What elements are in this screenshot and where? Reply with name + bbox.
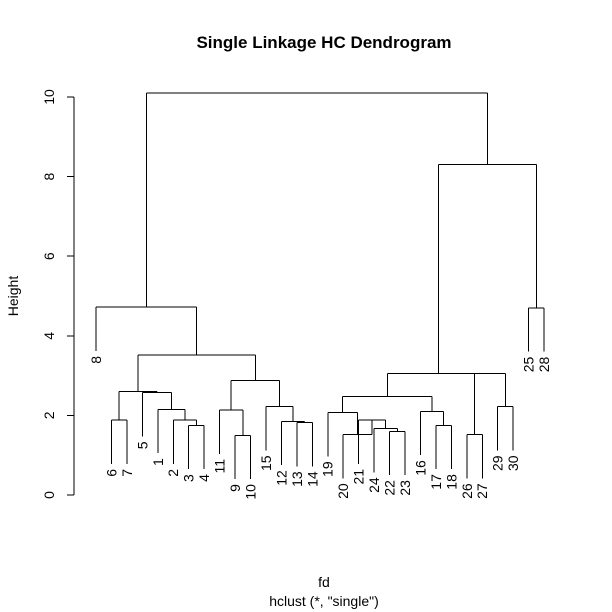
y-tick-label: 2 bbox=[41, 411, 57, 419]
leaf-label: 18 bbox=[443, 474, 459, 490]
leaf-label: 29 bbox=[490, 455, 506, 471]
leaf-label: 7 bbox=[119, 469, 135, 477]
leaf-label: 17 bbox=[428, 474, 444, 490]
x-axis-label: fd bbox=[318, 574, 330, 590]
leaf-label: 22 bbox=[382, 480, 398, 496]
leaf-label: 10 bbox=[243, 484, 259, 500]
y-tick-label: 0 bbox=[41, 491, 57, 499]
leaf-label: 13 bbox=[289, 471, 305, 487]
leaf-label: 9 bbox=[227, 484, 243, 492]
leaf-label: 12 bbox=[273, 470, 289, 486]
chart-title: Single Linkage HC Dendrogram bbox=[196, 33, 451, 52]
y-axis: 0 2 4 6 8 10 bbox=[41, 89, 75, 499]
y-tick-label: 10 bbox=[41, 89, 57, 105]
leaf-label: 5 bbox=[134, 441, 150, 449]
y-tick-label: 6 bbox=[41, 252, 57, 260]
subtitle: hclust (*, "single") bbox=[269, 593, 379, 609]
leaf-label: 15 bbox=[258, 455, 274, 471]
leaf-label: 27 bbox=[474, 483, 490, 499]
leaf-label: 24 bbox=[366, 477, 382, 493]
y-tick-label: 4 bbox=[41, 332, 57, 340]
leaf-label: 2 bbox=[165, 469, 181, 477]
leaf-label: 20 bbox=[335, 483, 351, 499]
dendrogram-tree bbox=[95, 92, 545, 480]
leaf-label: 21 bbox=[351, 469, 367, 485]
leaf-label: 14 bbox=[304, 471, 320, 487]
y-axis-label: Height bbox=[5, 276, 21, 317]
y-tick-label: 8 bbox=[41, 172, 57, 180]
leaf-label: 3 bbox=[181, 474, 197, 482]
leaf-label: 4 bbox=[196, 474, 212, 482]
leaf-label: 8 bbox=[88, 356, 104, 364]
leaf-label: 28 bbox=[536, 357, 552, 373]
leaf-label: 16 bbox=[412, 460, 428, 476]
leaf-label: 23 bbox=[397, 480, 413, 496]
leaf-label: 6 bbox=[103, 469, 119, 477]
leaf-label: 1 bbox=[150, 458, 166, 466]
leaf-label: 30 bbox=[505, 455, 521, 471]
leaf-label: 26 bbox=[459, 483, 475, 499]
leaf-label: 25 bbox=[521, 357, 537, 373]
leaf-label: 11 bbox=[212, 459, 228, 474]
leaf-label: 19 bbox=[320, 461, 336, 477]
